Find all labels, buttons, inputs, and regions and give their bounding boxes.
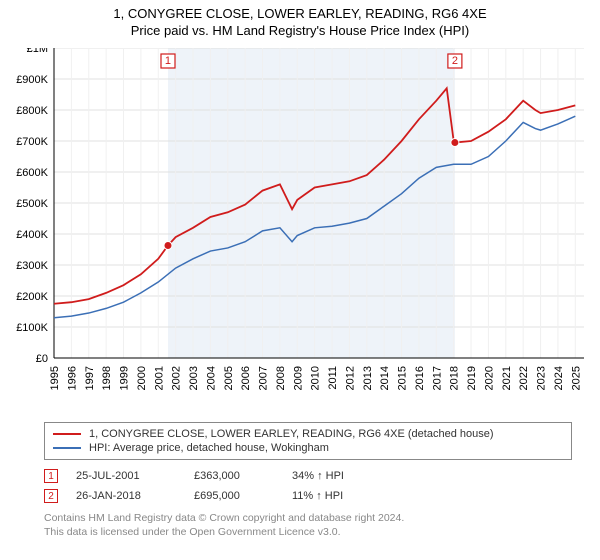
chart-title-line1: 1, CONYGREE CLOSE, LOWER EARLEY, READING… <box>0 6 600 21</box>
svg-text:1: 1 <box>165 55 171 67</box>
legend: 1, CONYGREE CLOSE, LOWER EARLEY, READING… <box>44 422 572 460</box>
svg-text:1998: 1998 <box>101 366 113 390</box>
svg-text:2023: 2023 <box>536 366 548 390</box>
svg-text:2020: 2020 <box>483 366 495 390</box>
svg-text:2011: 2011 <box>327 366 339 390</box>
svg-text:£100K: £100K <box>16 322 48 334</box>
legend-label: 1, CONYGREE CLOSE, LOWER EARLEY, READING… <box>89 428 494 440</box>
chart-title-line2: Price paid vs. HM Land Registry's House … <box>0 23 600 38</box>
svg-text:2017: 2017 <box>431 366 443 390</box>
event-hpi: 11% ↑ HPI <box>292 490 343 502</box>
event-price: £695,000 <box>194 490 274 502</box>
event-marker: 1 <box>44 469 58 483</box>
svg-text:2009: 2009 <box>292 366 304 390</box>
legend-swatch <box>53 447 81 449</box>
event-date: 25-JUL-2001 <box>76 470 176 482</box>
svg-text:£300K: £300K <box>16 260 48 272</box>
event-row: 2 26-JAN-2018 £695,000 11% ↑ HPI <box>44 486 572 506</box>
svg-text:£600K: £600K <box>16 167 48 179</box>
svg-text:2001: 2001 <box>153 366 165 390</box>
svg-text:1999: 1999 <box>119 366 131 390</box>
price-chart: £0 £100K £200K £300K £400K £500K £600K £700K £80… <box>10 48 590 418</box>
svg-text:2014: 2014 <box>379 366 391 390</box>
chart-title-block: 1, CONYGREE CLOSE, LOWER EARLEY, READING… <box>0 0 600 40</box>
svg-text:2003: 2003 <box>188 366 200 390</box>
svg-text:2000: 2000 <box>136 366 148 390</box>
legend-swatch <box>53 433 81 435</box>
event-marker: 2 <box>44 489 58 503</box>
event-hpi: 34% ↑ HPI <box>292 470 344 482</box>
svg-text:2: 2 <box>452 55 458 67</box>
svg-text:2005: 2005 <box>223 366 235 390</box>
svg-text:£0: £0 <box>36 353 48 365</box>
svg-text:£700K: £700K <box>16 136 48 148</box>
legend-item: HPI: Average price, detached house, Woki… <box>53 441 563 455</box>
svg-text:2025: 2025 <box>570 366 582 390</box>
svg-text:2006: 2006 <box>240 366 252 390</box>
legend-label: HPI: Average price, detached house, Woki… <box>89 442 329 454</box>
svg-text:2015: 2015 <box>397 366 409 390</box>
svg-text:2021: 2021 <box>501 366 513 390</box>
svg-text:2019: 2019 <box>466 366 478 390</box>
svg-text:2002: 2002 <box>171 366 183 390</box>
svg-text:£900K: £900K <box>16 74 48 86</box>
svg-text:2004: 2004 <box>205 366 217 390</box>
svg-text:1995: 1995 <box>49 366 61 390</box>
svg-text:2012: 2012 <box>344 366 356 390</box>
footer-line1: Contains HM Land Registry data © Crown c… <box>44 512 572 526</box>
svg-text:£800K: £800K <box>16 105 48 117</box>
svg-text:2018: 2018 <box>449 366 461 390</box>
svg-text:2013: 2013 <box>362 366 374 390</box>
svg-text:£200K: £200K <box>16 291 48 303</box>
footer-attribution: Contains HM Land Registry data © Crown c… <box>44 512 572 539</box>
event-price: £363,000 <box>194 470 274 482</box>
svg-text:£400K: £400K <box>16 229 48 241</box>
event-list: 1 25-JUL-2001 £363,000 34% ↑ HPI 2 26-JAN-201… <box>44 466 572 506</box>
svg-text:2008: 2008 <box>275 366 287 390</box>
svg-text:2024: 2024 <box>553 366 565 390</box>
legend-item: 1, CONYGREE CLOSE, LOWER EARLEY, READING… <box>53 427 563 441</box>
svg-text:2010: 2010 <box>310 366 322 390</box>
svg-text:2022: 2022 <box>518 366 530 390</box>
svg-text:£500K: £500K <box>16 198 48 210</box>
event-date: 26-JAN-2018 <box>76 490 176 502</box>
event-row: 1 25-JUL-2001 £363,000 34% ↑ HPI <box>44 466 572 486</box>
svg-text:1997: 1997 <box>84 366 96 390</box>
svg-text:2016: 2016 <box>414 366 426 390</box>
svg-text:1996: 1996 <box>66 366 78 390</box>
svg-text:£1M: £1M <box>27 48 48 55</box>
chart-area: £0 £100K £200K £300K £400K £500K £600K £700K £80… <box>10 48 590 418</box>
svg-text:2007: 2007 <box>258 366 270 390</box>
footer-line2: This data is licensed under the Open Gov… <box>44 526 572 540</box>
